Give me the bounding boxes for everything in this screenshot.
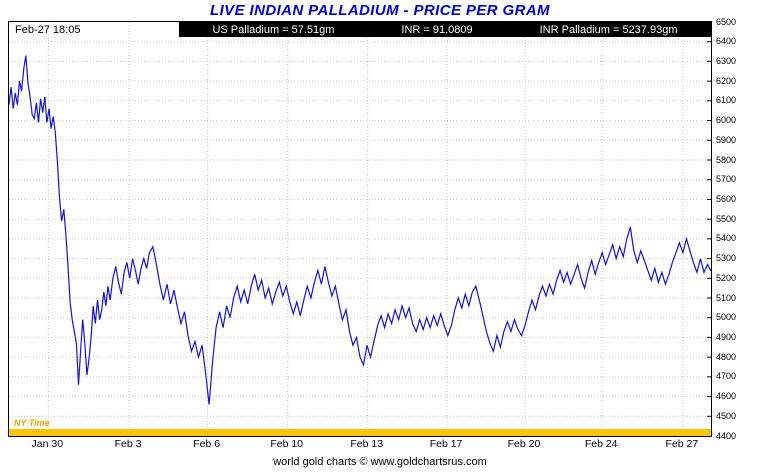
y-tick-label: 5900: [716, 134, 737, 145]
x-axis-labels: Jan 30 Feb 3 Feb 6 Feb 10 Feb 13 Feb 17 Feb 20…: [0, 438, 760, 451]
y-tick-label: 4400: [716, 430, 737, 441]
x-tick-label: Feb 24: [584, 438, 618, 450]
page-title: LIVE INDIAN PALLADIUM - PRICE PER GRAM: [210, 2, 550, 19]
y-tick-label: 4600: [716, 391, 737, 402]
y-tick-label: 4800: [716, 351, 737, 362]
y-tick-label: 6500: [716, 16, 737, 27]
x-tick-label: Feb 20: [507, 438, 541, 450]
price-line: [9, 55, 711, 405]
y-tick-label: 5600: [716, 193, 737, 204]
x-tick-label: Feb 10: [270, 438, 304, 450]
y-tick-label: 5200: [716, 272, 737, 283]
datetime-label: Feb-27 18:05: [15, 24, 81, 36]
us-palladium-quote: US Palladium = 57.51gm: [212, 23, 335, 36]
y-tick-label: 4700: [716, 371, 737, 382]
y-tick-label: 4900: [716, 331, 737, 342]
plot-area: Feb-27 18:05 US Palladium = 57.51gm INR …: [8, 21, 712, 437]
y-tick-label: 6400: [716, 36, 737, 47]
x-tick-label: Feb 17: [429, 438, 463, 450]
y-tick-label: 6000: [716, 115, 737, 126]
footer-credit: world gold charts © www.goldchartsrus.co…: [273, 456, 487, 468]
x-tick-label: Feb 6: [193, 438, 221, 450]
y-tick-label: 6200: [716, 75, 737, 86]
quote-header: Feb-27 18:05 US Palladium = 57.51gm INR …: [9, 22, 711, 37]
y-tick-label: 5100: [716, 292, 737, 303]
y-axis-labels: 6500 6400 6300 6200 6100 6000 5900 5800 5700 5600…: [714, 16, 760, 440]
y-tick-label: 5800: [716, 154, 737, 165]
inr-palladium-quote: INR Palladium = 5237.93gm: [539, 23, 678, 36]
y-tick-label: 5000: [716, 312, 737, 323]
y-tick-label: 4500: [716, 410, 737, 421]
y-tick-label: 5300: [716, 253, 737, 264]
quote-bar: US Palladium = 57.51gm INR = 91.0809 INR…: [179, 22, 711, 37]
inr-rate-quote: INR = 91.0809: [401, 23, 473, 36]
x-tick-label: Feb 27: [665, 438, 699, 450]
ny-time-label: NY Time: [14, 418, 50, 428]
x-tick-label: Jan 30: [31, 438, 64, 450]
y-tick-label: 6300: [716, 55, 737, 66]
x-tick-label: Feb 13: [350, 438, 384, 450]
y-tick-label: 5700: [716, 174, 737, 185]
price-chart-svg: [9, 22, 711, 436]
y-tick-label: 5500: [716, 213, 737, 224]
y-tick-label: 5400: [716, 233, 737, 244]
y-tick-label: 6100: [716, 95, 737, 106]
time-axis-band: [9, 429, 711, 436]
x-tick-label: Feb 3: [114, 438, 142, 450]
